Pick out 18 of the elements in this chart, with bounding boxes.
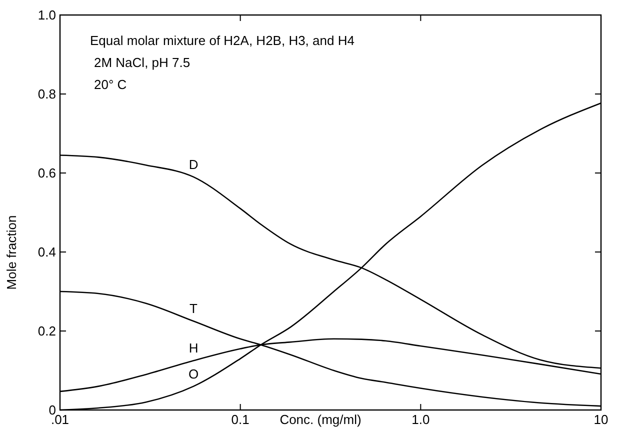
- x-tick-label: 1.0: [412, 412, 430, 427]
- x-tick-label: 0.1: [231, 412, 250, 427]
- y-tick-label: 0.8: [38, 86, 56, 102]
- annotation: Equal molar mixture of H2A, H2B, H3, and H4: [90, 33, 354, 48]
- y-tick-label: 0.6: [38, 166, 56, 180]
- series-label: D: [188, 156, 198, 172]
- x-axis-title: Conc. (mg/ml): [280, 412, 362, 427]
- series-label: T: [190, 301, 198, 316]
- y-tick-label: 0: [48, 402, 56, 418]
- y-axis-title: Mole fraction: [4, 215, 19, 290]
- annotation: 20° C: [94, 77, 127, 92]
- y-tick-label: 1.0: [38, 8, 56, 22]
- series-label: H: [188, 340, 198, 356]
- series-label: O: [188, 366, 199, 382]
- annotation: 2M NaCl, pH 7.5: [94, 55, 190, 70]
- x-tick-label: 10: [594, 412, 608, 427]
- y-tick-label: 0.2: [38, 324, 56, 338]
- y-tick-label: 0.4: [38, 244, 56, 260]
